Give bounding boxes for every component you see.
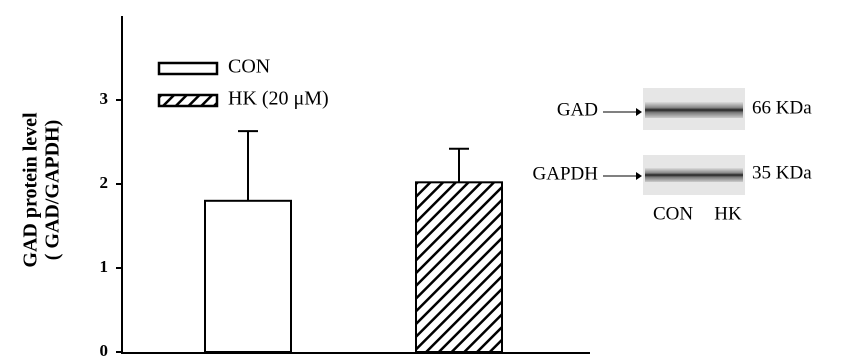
- y-tick-label: 2: [100, 173, 109, 192]
- y-tick-label: 3: [100, 89, 109, 108]
- arrow-head: [636, 172, 642, 180]
- y-tick-label: 0: [100, 341, 109, 359]
- legend-swatch: [159, 63, 217, 74]
- bar: [205, 201, 291, 352]
- bar: [416, 182, 502, 352]
- y-axis-title: GAD protein level ( GAD/GAPDH): [20, 112, 64, 268]
- y-tick-label: 1: [100, 257, 109, 276]
- y-axis-title-line: ( GAD/GAPDH): [42, 120, 64, 261]
- legend-label: CON: [228, 56, 270, 78]
- blot-label: GAD: [557, 99, 598, 120]
- blot-label: GAPDH: [533, 163, 599, 184]
- blot-band: [645, 168, 743, 182]
- lane-label: CON: [653, 203, 693, 224]
- lane-label: HK: [714, 203, 742, 224]
- blot-size: 66 KDa: [752, 97, 812, 118]
- blot-inset: GAD 66 KDa GAPDH 35 KDa CON HK: [533, 88, 813, 224]
- arrow-head: [636, 108, 642, 116]
- blot-size: 35 KDa: [752, 162, 812, 183]
- legend-label: HK (20 μM): [228, 88, 329, 110]
- legend-swatch: [159, 95, 217, 106]
- y-axis-title-line: GAD protein level: [20, 112, 42, 268]
- chart: GAD protein level ( GAD/GAPDH) GAD 66 KD…: [0, 0, 846, 359]
- blot-band: [645, 102, 743, 118]
- page: GAD protein level ( GAD/GAPDH) GAD 66 KD…: [0, 0, 846, 359]
